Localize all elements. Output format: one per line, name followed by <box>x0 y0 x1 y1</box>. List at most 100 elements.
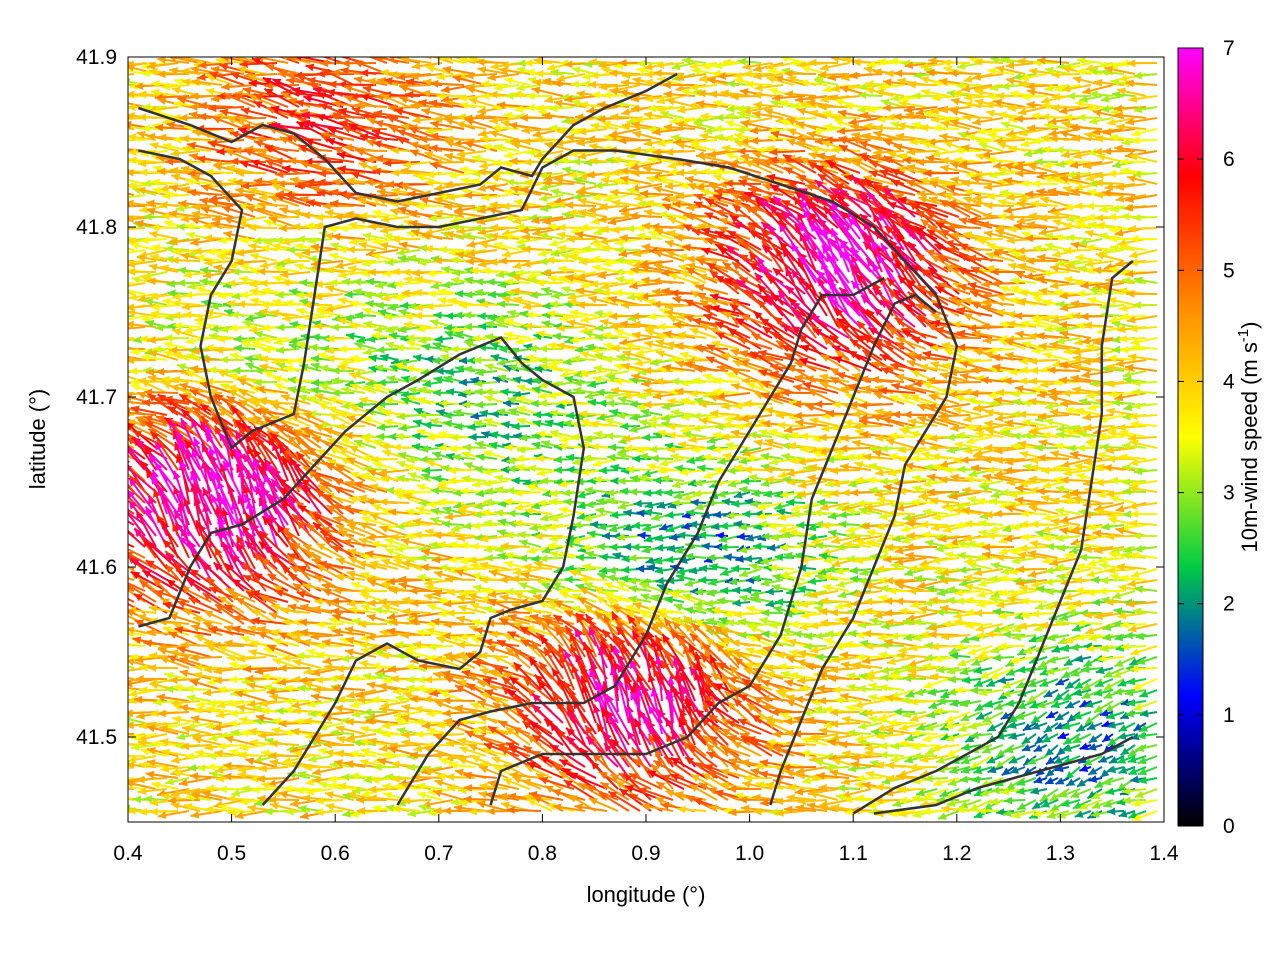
wind-arrow <box>1116 87 1147 97</box>
wind-arrow <box>511 422 531 431</box>
wind-arrow <box>588 80 619 89</box>
wind-arrow <box>851 439 883 449</box>
wind-arrow <box>689 83 718 92</box>
wind-arrow <box>732 599 751 607</box>
wind-arrow <box>920 62 949 70</box>
wind-arrow <box>1020 73 1048 82</box>
wind-arrow <box>1000 121 1026 130</box>
wind-arrow <box>814 77 839 86</box>
wind-arrow <box>948 69 982 78</box>
wind-arrow <box>371 252 399 262</box>
wind-arrow <box>942 58 971 67</box>
wind-arrow <box>805 93 839 102</box>
wind-arrow <box>499 66 531 75</box>
wind-arrow <box>353 341 377 350</box>
wind-arrow <box>807 577 828 586</box>
wind-arrow <box>405 90 443 99</box>
wind-arrow <box>684 175 718 185</box>
wind-arrow <box>987 67 1015 76</box>
wind-arrow <box>140 236 168 245</box>
wind-arrow <box>476 58 509 67</box>
wind-arrow <box>988 497 1015 506</box>
wind-arrow <box>619 88 652 97</box>
wind-arrow <box>663 90 696 99</box>
wind-arrow <box>429 161 465 174</box>
wind-arrow <box>643 508 663 517</box>
wind-arrow <box>1000 82 1026 91</box>
wind-arrow <box>1044 418 1070 427</box>
wind-arrow <box>1093 78 1125 87</box>
wind-arrow <box>518 582 542 592</box>
wind-arrow <box>128 73 135 76</box>
wind-arrow <box>1100 95 1125 103</box>
wind-arrow <box>146 62 179 70</box>
wind-arrow <box>671 62 696 71</box>
wind-arrow <box>150 88 179 97</box>
wind-arrow <box>1094 171 1125 180</box>
wind-arrow <box>852 58 883 67</box>
wind-arrow <box>425 302 454 311</box>
wind-arrow <box>161 82 190 91</box>
wind-arrow <box>885 438 916 449</box>
wind-arrow <box>376 345 399 354</box>
wind-arrow <box>1026 82 1059 91</box>
wind-arrow <box>620 79 652 87</box>
wind-arrow <box>441 520 465 529</box>
wind-arrow <box>653 69 685 77</box>
wind-arrow <box>713 124 740 133</box>
wind-arrow <box>541 286 564 295</box>
wind-arrow <box>742 62 773 71</box>
wind-arrow <box>191 78 223 86</box>
wind-arrow <box>477 66 509 75</box>
wind-arrow <box>1089 90 1114 99</box>
wind-arrow <box>598 82 630 91</box>
wind-arrow <box>157 57 190 64</box>
wind-arrow <box>442 65 476 75</box>
wind-arrow <box>745 80 773 89</box>
wind-arrow <box>436 72 465 81</box>
wind-arrow <box>148 230 179 240</box>
wind-arrow <box>1042 351 1070 361</box>
wind-arrow <box>571 66 597 75</box>
wind-arrow <box>602 91 630 100</box>
wind-arrow <box>331 68 366 77</box>
wind-arrow <box>784 90 817 99</box>
wind-arrow <box>475 400 498 409</box>
wind-arrow <box>465 71 498 80</box>
wind-arrow <box>249 252 278 262</box>
wind-arrow <box>421 466 443 475</box>
wind-arrow <box>609 69 641 78</box>
wind-arrow <box>682 57 707 65</box>
wind-arrow <box>452 75 487 86</box>
wind-arrow <box>1129 153 1158 163</box>
wind-arrow <box>588 57 619 66</box>
wind-arrow <box>1111 398 1136 407</box>
wind-arrow <box>877 57 905 66</box>
wind-arrow <box>531 86 564 97</box>
wind-arrow <box>1009 89 1037 98</box>
wind-arrow <box>1044 66 1070 75</box>
wind-arrow <box>533 57 564 65</box>
wind-arrow <box>630 94 663 103</box>
wind-arrow <box>890 94 916 102</box>
wind-arrow <box>221 82 256 91</box>
wind-arrow <box>774 75 806 86</box>
wind-arrow <box>1083 321 1114 330</box>
wind-arrow <box>819 62 850 72</box>
wind-arrow <box>637 59 663 68</box>
wind-arrow <box>800 79 828 87</box>
wind-arrow <box>526 92 553 100</box>
wind-arrow <box>953 89 982 98</box>
wind-arrow <box>912 91 938 100</box>
wind-arrow <box>1076 57 1103 65</box>
wind-arrow <box>173 321 201 330</box>
wind-arrow <box>996 91 1026 100</box>
wind-arrow <box>765 62 795 71</box>
wind-arrow <box>1111 90 1136 99</box>
wind-arrow <box>180 67 212 76</box>
wind-arrow <box>556 73 586 82</box>
wind-arrow <box>907 80 938 89</box>
wind-arrow <box>875 88 905 97</box>
wind-arrow <box>1076 68 1103 76</box>
